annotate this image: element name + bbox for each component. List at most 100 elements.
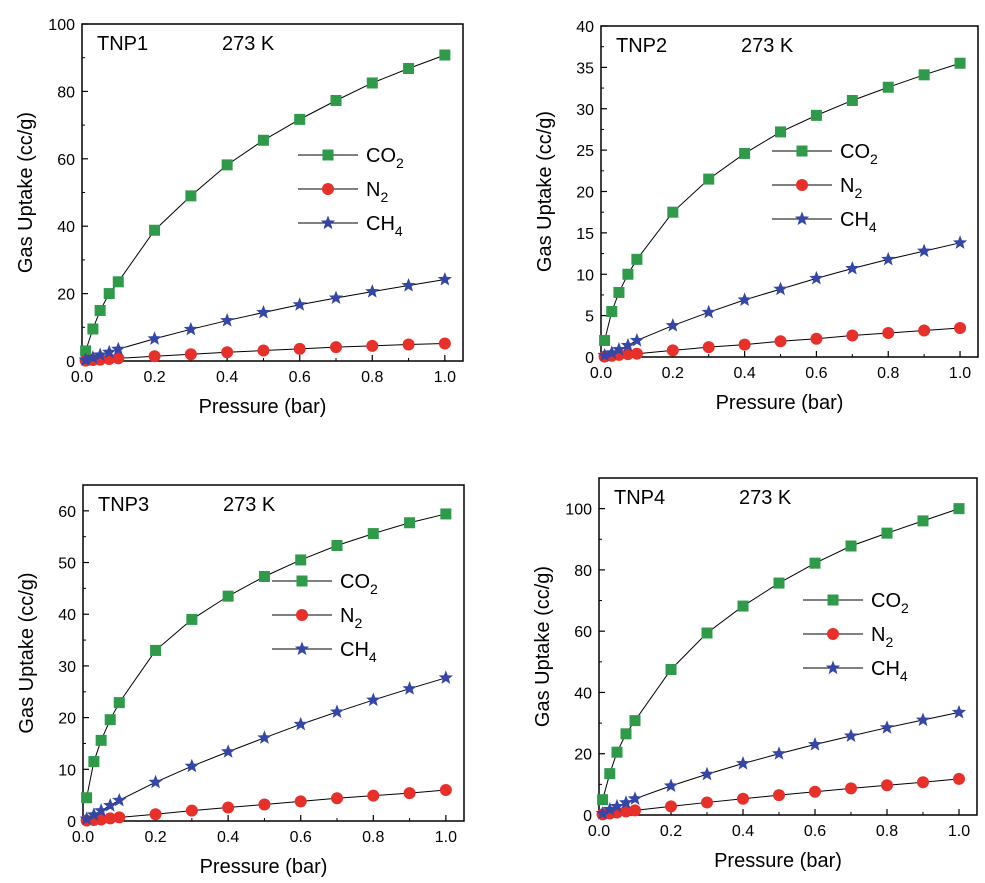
x-tick-label: 0.8	[362, 829, 384, 846]
series-co2	[597, 503, 965, 806]
data-point	[881, 527, 893, 539]
data-point	[439, 783, 452, 796]
data-point	[845, 260, 860, 275]
data-point	[629, 804, 641, 817]
data-point	[258, 798, 271, 811]
y-tick-label: 5	[585, 309, 594, 326]
data-point	[620, 805, 632, 818]
data-point	[403, 62, 415, 74]
panel-label: TNP2	[616, 35, 667, 57]
data-point	[293, 716, 308, 731]
y-tick-label: 20	[576, 185, 594, 202]
data-point	[701, 304, 716, 319]
data-point	[85, 350, 101, 364]
x-tick-label: 0.0	[71, 369, 93, 386]
data-point	[440, 508, 452, 520]
data-point	[367, 789, 380, 802]
data-point	[606, 305, 618, 317]
x-axis-title: Pressure (bar)	[714, 850, 842, 872]
x-tick-label: 0.8	[876, 823, 898, 840]
data-point	[256, 304, 271, 319]
data-point	[845, 540, 857, 552]
x-tick-label: 0.8	[361, 369, 383, 386]
x-tick-label: 1.0	[435, 829, 457, 846]
series-co2	[80, 49, 451, 357]
data-point	[882, 81, 894, 93]
data-point	[88, 756, 100, 768]
y-tick-label: 20	[57, 287, 75, 304]
data-point	[295, 554, 307, 566]
series-n2	[596, 772, 965, 821]
x-tick-label: 0.6	[289, 369, 311, 386]
data-point	[879, 720, 895, 734]
data-point	[401, 278, 416, 292]
y-tick-label: 60	[574, 624, 592, 641]
data-point	[611, 746, 623, 758]
data-point	[953, 772, 965, 785]
data-point	[148, 350, 161, 363]
data-point	[951, 704, 967, 719]
data-point	[258, 570, 270, 582]
data-point	[294, 113, 306, 125]
series-ch4	[78, 271, 452, 367]
data-point	[775, 126, 787, 138]
data-point	[809, 270, 824, 285]
data-point	[611, 342, 627, 356]
data-point	[881, 779, 893, 792]
x-axis-title: Pressure (bar)	[716, 392, 844, 414]
x-tick-label: 1.0	[948, 823, 970, 840]
data-point	[111, 341, 126, 356]
series-n2	[79, 337, 451, 367]
data-point	[330, 341, 342, 354]
data-point	[95, 734, 107, 746]
y-axis-title: Gas Uptake (cc/g)	[15, 112, 37, 273]
y-tick-label: 80	[574, 563, 592, 580]
series-ch4	[597, 235, 968, 362]
panel-label: TNP1	[97, 33, 148, 55]
legend-label: N2	[871, 624, 893, 650]
x-tick-label: 1.0	[949, 365, 971, 382]
data-point	[221, 159, 233, 171]
data-point	[183, 321, 198, 336]
data-point	[665, 318, 680, 332]
data-point	[846, 329, 859, 342]
data-point	[184, 348, 197, 361]
data-point	[666, 344, 679, 357]
series-co2	[599, 57, 966, 346]
data-point	[809, 785, 821, 798]
x-tick-label: 0.6	[290, 829, 312, 846]
legend-label: N2	[840, 175, 862, 201]
legend-label: CO2	[366, 145, 404, 171]
plot-frame	[598, 477, 978, 816]
data-point	[771, 746, 787, 760]
data-point	[81, 792, 93, 804]
legend-marker	[296, 575, 308, 587]
legend-marker	[322, 183, 334, 195]
x-tick-label: 0.0	[588, 823, 610, 840]
data-point	[94, 803, 109, 817]
data-point	[147, 331, 162, 345]
y-tick-label: 20	[58, 711, 76, 728]
data-point	[631, 253, 643, 265]
data-point	[881, 251, 896, 266]
data-point	[917, 243, 932, 258]
y-axis-title: Gas Uptake (cc/g)	[16, 572, 38, 733]
data-point	[293, 342, 306, 355]
data-point	[86, 807, 102, 821]
x-tick-label: 0.2	[144, 829, 166, 846]
data-point	[627, 791, 643, 805]
data-point	[104, 714, 116, 726]
data-point	[599, 334, 611, 346]
legend-marker	[796, 179, 808, 191]
data-point	[102, 344, 117, 359]
data-point	[665, 800, 677, 813]
data-point	[148, 774, 163, 789]
temperature-label: 273 K	[739, 487, 792, 509]
legend-label: CH4	[840, 209, 877, 235]
data-point	[807, 737, 823, 751]
data-point	[613, 286, 625, 298]
legend-label: CH4	[366, 213, 403, 239]
data-point	[954, 57, 966, 69]
data-point	[95, 813, 108, 826]
